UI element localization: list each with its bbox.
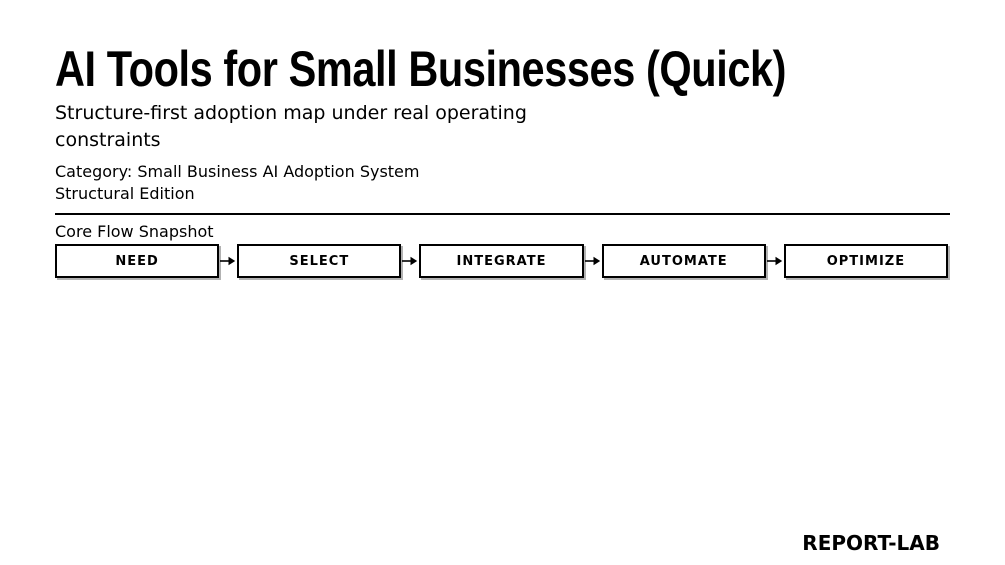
flow-step-label: NEED bbox=[115, 253, 159, 269]
flow-arrow-icon bbox=[401, 244, 419, 278]
page-subtitle: Structure-first adoption map under real … bbox=[55, 102, 527, 151]
flow-step-box: NEED bbox=[55, 244, 220, 278]
flow-row: NEED SELECT INTEGRATE AUTOMATE O bbox=[55, 244, 949, 278]
flow-step-label: INTEGRATE bbox=[456, 253, 547, 269]
flow-step-box: INTEGRATE bbox=[419, 244, 584, 278]
flow-step-box: SELECT bbox=[237, 244, 402, 278]
flow-step-label: SELECT bbox=[289, 253, 350, 269]
flow-step-box: OPTIMIZE bbox=[783, 244, 949, 278]
section-label: Core Flow Snapshot bbox=[55, 222, 214, 241]
footer-brand: REPORT-LAB bbox=[802, 531, 940, 555]
category-line: Category: Small Business AI Adoption Sys… bbox=[55, 162, 420, 203]
page-title: AI Tools for Small Businesses (Quick) bbox=[55, 41, 787, 97]
header-divider bbox=[55, 213, 950, 215]
flow-arrow-icon bbox=[766, 244, 784, 278]
flow-step-label: AUTOMATE bbox=[639, 253, 728, 269]
flow-step-label: OPTIMIZE bbox=[826, 253, 906, 269]
flow-arrow-icon bbox=[584, 244, 602, 278]
flow-step-box: AUTOMATE bbox=[601, 244, 766, 278]
flow-arrow-icon bbox=[219, 244, 237, 278]
